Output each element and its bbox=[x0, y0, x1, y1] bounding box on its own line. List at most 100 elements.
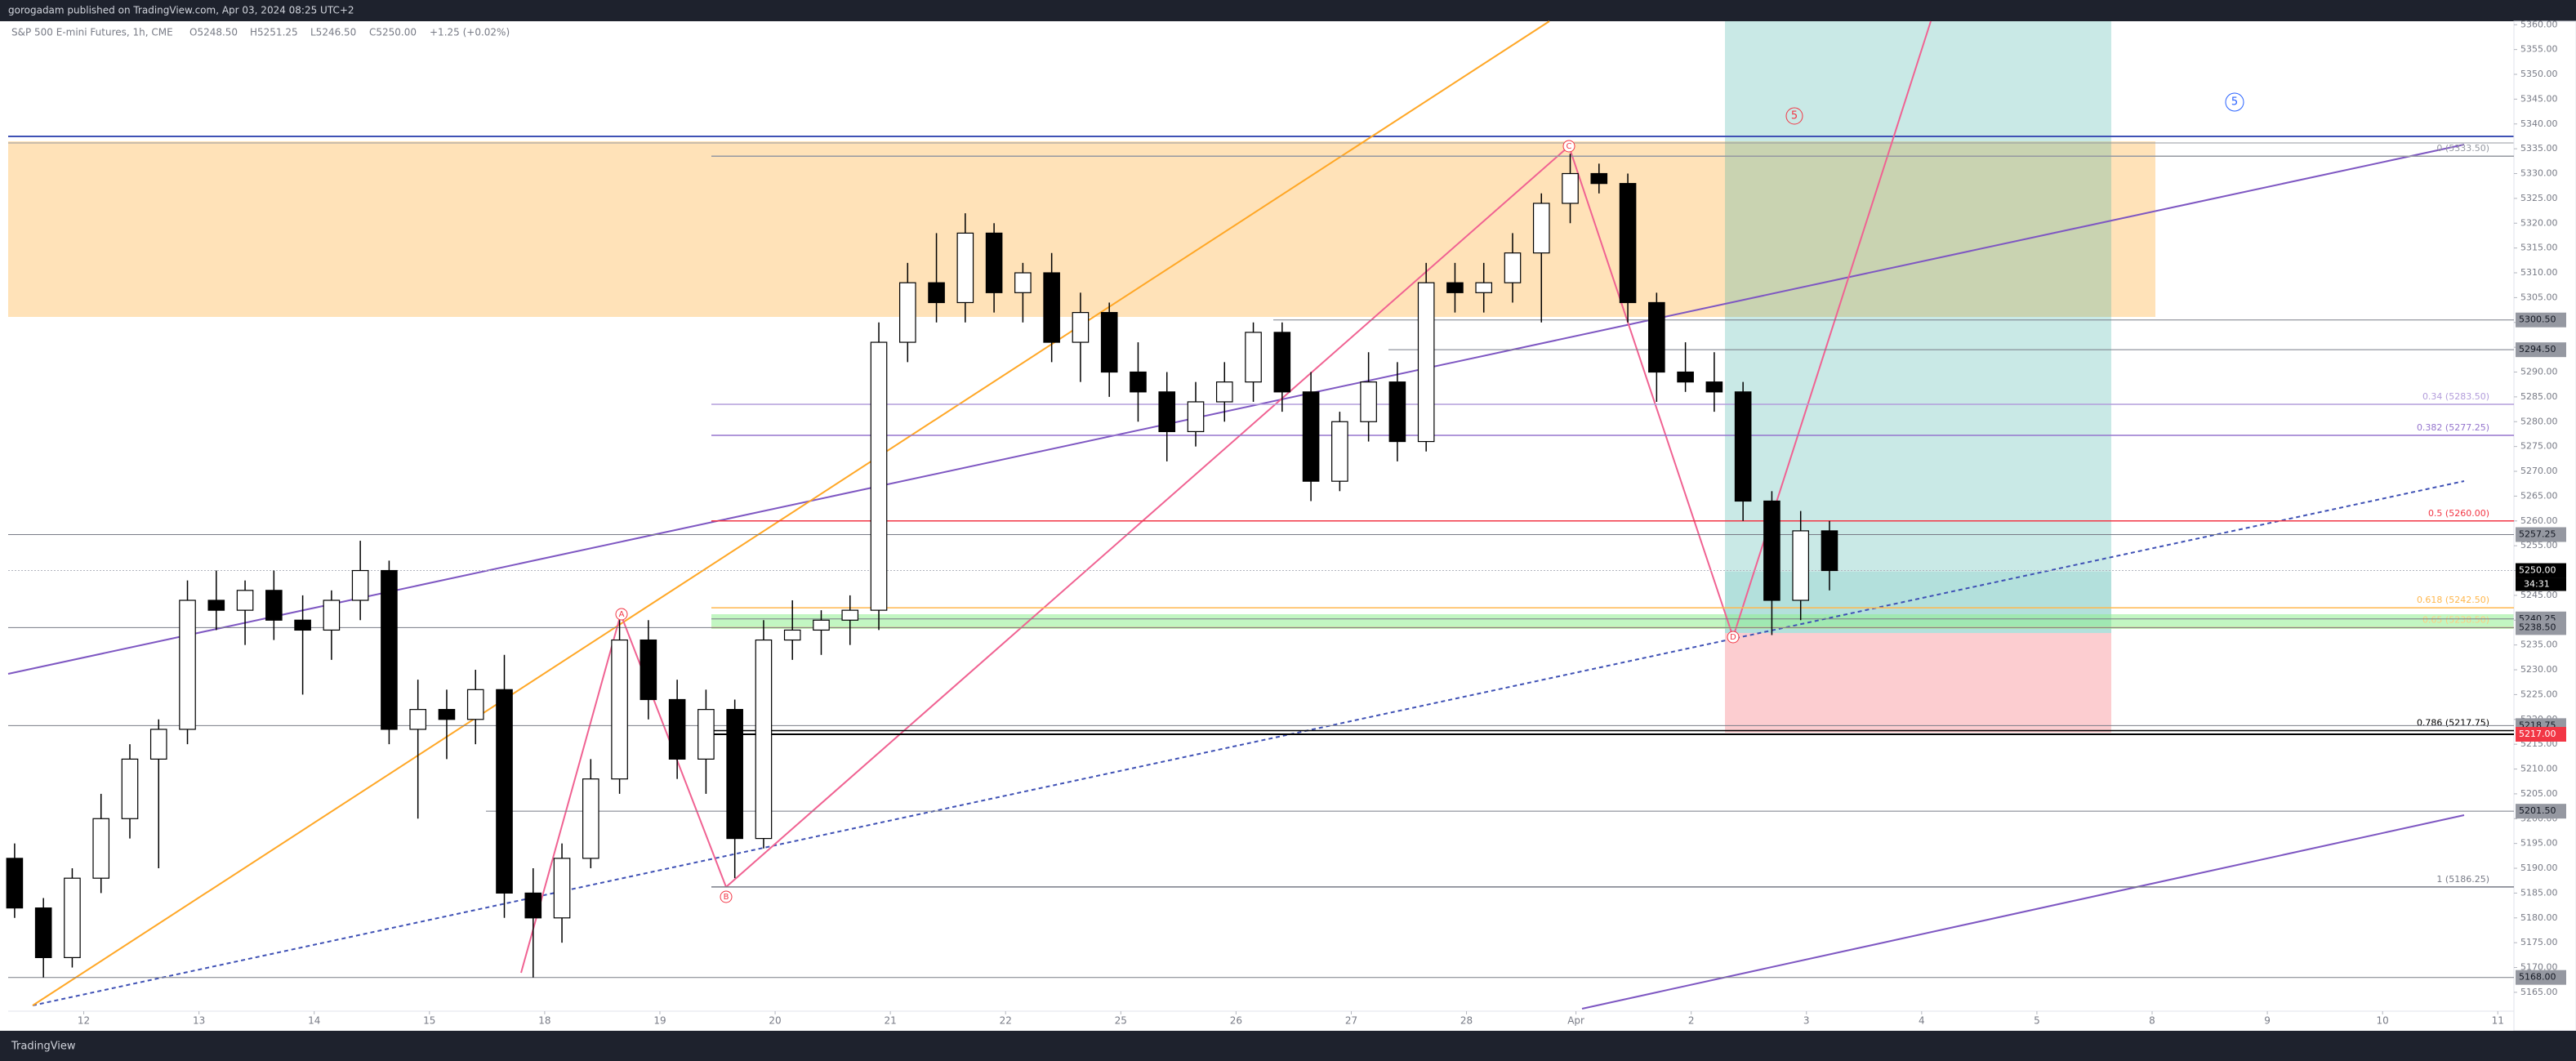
candle-body bbox=[294, 619, 311, 631]
y-tick-label: 5305.00 bbox=[2520, 292, 2558, 302]
ohlc-close: C5250.00 bbox=[369, 27, 417, 38]
countdown-tag bbox=[2516, 577, 2566, 591]
candle-body bbox=[236, 590, 254, 611]
price-tag bbox=[2516, 970, 2566, 985]
legend: S&P 500 E-mini Futures, 1h, CME O5248.50… bbox=[11, 27, 510, 38]
price-tag bbox=[2516, 527, 2566, 542]
candle-body bbox=[726, 709, 743, 840]
price-tag-label: 5201.50 bbox=[2519, 805, 2556, 816]
candle-body bbox=[1187, 401, 1205, 433]
price-tag bbox=[2516, 312, 2566, 328]
trend-line bbox=[32, 480, 2465, 1006]
x-tick-label: 21 bbox=[884, 1015, 896, 1027]
price-tag-label: 5238.50 bbox=[2519, 622, 2556, 632]
candle-body bbox=[582, 778, 599, 859]
fib-label: 0.786 (5217.75) bbox=[2417, 717, 2489, 728]
candle-body bbox=[1072, 312, 1090, 343]
candle-body bbox=[697, 709, 715, 760]
fib-label: 0.5 (5260.00) bbox=[2428, 508, 2489, 519]
price-tag bbox=[2516, 342, 2566, 358]
candle-body bbox=[985, 232, 1003, 293]
candle-body bbox=[409, 709, 426, 730]
y-tick-label: 5340.00 bbox=[2520, 118, 2558, 129]
y-tick-label: 5210.00 bbox=[2520, 764, 2558, 774]
candle-body bbox=[34, 907, 52, 958]
y-tick-label: 5355.00 bbox=[2520, 44, 2558, 55]
x-tick-label: 3 bbox=[1803, 1015, 1810, 1027]
x-tick-label: Apr bbox=[1567, 1015, 1584, 1027]
candle-body bbox=[1821, 530, 1838, 572]
ohlc-low: L5246.50 bbox=[310, 27, 356, 38]
plot: 5165.005170.005175.005180.005185.005190.… bbox=[6, 19, 2576, 1032]
x-tick-label: 2 bbox=[1688, 1015, 1695, 1027]
y-tick-label: 5335.00 bbox=[2520, 143, 2558, 154]
y-tick-label: 5190.00 bbox=[2520, 863, 2558, 873]
wave-marker bbox=[2225, 92, 2244, 112]
target-zone bbox=[1725, 21, 2111, 572]
candle-body bbox=[381, 569, 398, 730]
x-tick-label: 10 bbox=[2377, 1015, 2389, 1027]
candle-body bbox=[524, 892, 542, 919]
candle-body bbox=[149, 729, 167, 760]
wave-marker bbox=[1727, 631, 1740, 644]
x-tick-label: 22 bbox=[1000, 1015, 1012, 1027]
y-tick-label: 5255.00 bbox=[2520, 540, 2558, 551]
candle-body bbox=[323, 600, 341, 631]
wave-label: C bbox=[1567, 142, 1572, 151]
x-tick-label: 20 bbox=[769, 1015, 781, 1027]
candle-body bbox=[496, 689, 513, 894]
candle-body bbox=[64, 877, 81, 958]
y-tick-label: 5165.00 bbox=[2520, 987, 2558, 997]
candle-body bbox=[755, 639, 773, 840]
price-tag-label: 5257.25 bbox=[2519, 528, 2556, 539]
candle-body bbox=[668, 698, 686, 760]
candle-body bbox=[1648, 301, 1665, 373]
y-tick-label: 5170.00 bbox=[2520, 962, 2558, 973]
trend-line bbox=[1581, 814, 2465, 1010]
candle-body bbox=[640, 639, 657, 701]
x-tick-label: 13 bbox=[193, 1015, 205, 1027]
y-tick-label: 5230.00 bbox=[2520, 664, 2558, 675]
price-axis bbox=[2513, 20, 2576, 1032]
y-tick-label: 5345.00 bbox=[2520, 93, 2558, 104]
candle-body bbox=[1792, 530, 1809, 601]
candle-body bbox=[1302, 391, 1320, 482]
x-tick-label: 28 bbox=[1460, 1015, 1473, 1027]
y-tick-label: 5280.00 bbox=[2520, 416, 2558, 426]
ohlc-high: H5251.25 bbox=[250, 27, 298, 38]
candle-body bbox=[1100, 312, 1118, 373]
trend-line bbox=[32, 20, 1550, 1006]
wave-label: B bbox=[724, 893, 729, 902]
y-tick-label: 5285.00 bbox=[2520, 391, 2558, 402]
candle-body bbox=[841, 609, 859, 621]
y-tick-label: 5315.00 bbox=[2520, 243, 2558, 253]
countdown: 34:31 bbox=[2524, 579, 2550, 590]
candle-body bbox=[1504, 252, 1522, 283]
price-tag bbox=[2516, 620, 2566, 635]
fib-label: 0.34 (5283.50) bbox=[2422, 391, 2489, 402]
y-tick-label: 5325.00 bbox=[2520, 193, 2558, 203]
y-tick-label: 5275.00 bbox=[2520, 441, 2558, 452]
support-band bbox=[711, 614, 2514, 629]
candle-body bbox=[1215, 381, 1233, 403]
candle-body bbox=[1273, 332, 1291, 393]
x-tick-label: 14 bbox=[308, 1015, 320, 1027]
candle-body bbox=[1014, 272, 1032, 293]
wave-labels: A B C D 5 5 bbox=[615, 92, 2244, 903]
y-tick-label: 5225.00 bbox=[2520, 689, 2558, 699]
candle-body bbox=[1360, 381, 1377, 422]
symbol: S&P 500 E-mini Futures, 1h, CME bbox=[11, 27, 173, 38]
ohlc-open: O5248.50 bbox=[189, 27, 238, 38]
drawings bbox=[7, 20, 2514, 1010]
wave-label: D bbox=[1730, 633, 1736, 642]
y-tick-label: 5195.00 bbox=[2520, 838, 2558, 849]
stop-zone bbox=[1725, 633, 2111, 733]
candle-body bbox=[1245, 332, 1262, 383]
price-tag bbox=[2516, 804, 2566, 819]
wave-label: 5 bbox=[2231, 96, 2238, 109]
y-tick-label: 5265.00 bbox=[2520, 490, 2558, 501]
candle-body bbox=[1705, 381, 1723, 393]
fib-label: 1 (5186.25) bbox=[2436, 874, 2489, 885]
header-bar bbox=[0, 0, 2576, 21]
